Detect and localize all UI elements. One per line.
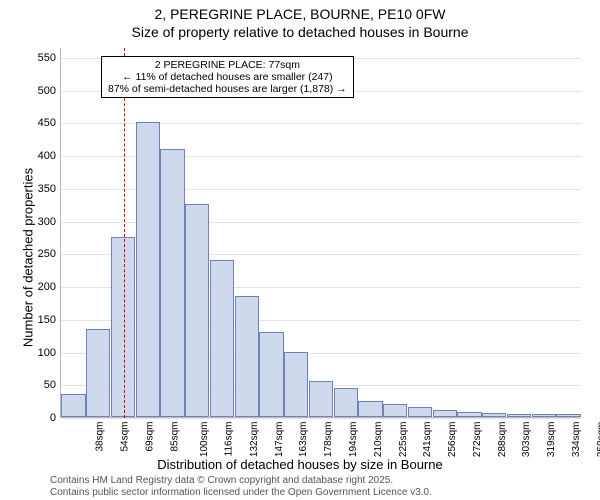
histogram-bar — [334, 388, 358, 417]
x-tick-label: 178sqm — [323, 422, 334, 458]
y-tick-label: 250 — [28, 248, 56, 260]
x-tick-label: 210sqm — [373, 422, 384, 458]
y-tick-label: 0 — [28, 412, 56, 424]
histogram-bar — [185, 204, 209, 417]
annotation-line1: 2 PEREGRINE PLACE: 77sqm — [108, 59, 347, 71]
histogram-bar — [383, 404, 407, 417]
plot-area: 05010015020025030035040045050055038sqm54… — [60, 48, 580, 418]
y-tick-label: 550 — [28, 52, 56, 64]
x-axis-label: Distribution of detached houses by size … — [0, 457, 600, 472]
x-tick-label: 163sqm — [299, 422, 310, 458]
histogram-bar — [482, 413, 506, 417]
annotation-box: 2 PEREGRINE PLACE: 77sqm← 11% of detache… — [101, 56, 354, 98]
x-tick-label: 350sqm — [596, 422, 600, 458]
histogram-bar — [457, 412, 481, 417]
x-tick-label: 194sqm — [348, 422, 359, 458]
reference-marker — [124, 48, 126, 418]
x-tick-label: 132sqm — [249, 422, 260, 458]
x-tick-label: 334sqm — [571, 422, 582, 458]
y-tick-label: 200 — [28, 281, 56, 293]
y-tick-label: 400 — [28, 150, 56, 162]
y-tick-label: 450 — [28, 117, 56, 129]
x-tick-label: 288sqm — [497, 422, 508, 458]
x-tick-label: 147sqm — [274, 422, 285, 458]
y-tick-label: 500 — [28, 85, 56, 97]
x-tick-label: 272sqm — [472, 422, 483, 458]
y-tick-label: 50 — [28, 379, 56, 391]
histogram-bar — [235, 296, 259, 417]
y-tick-label: 300 — [28, 216, 56, 228]
histogram-bar — [408, 407, 432, 417]
histogram-bar — [259, 332, 283, 417]
histogram-bar — [556, 414, 580, 417]
histogram-bar — [210, 260, 234, 417]
x-tick-label: 116sqm — [224, 422, 235, 457]
x-tick-label: 256sqm — [447, 422, 458, 458]
histogram-bar — [61, 394, 85, 417]
x-tick-label: 38sqm — [95, 422, 106, 452]
chart-title-line1: 2, PEREGRINE PLACE, BOURNE, PE10 0FW — [0, 6, 600, 22]
footer-line1: Contains HM Land Registry data © Crown c… — [50, 475, 393, 486]
chart-title-line2: Size of property relative to detached ho… — [0, 24, 600, 40]
histogram-bar — [532, 414, 556, 417]
grid-line — [61, 418, 581, 419]
y-tick-label: 150 — [28, 314, 56, 326]
histogram-bar — [284, 352, 308, 417]
x-tick-label: 85sqm — [169, 422, 180, 452]
chart-container: 2, PEREGRINE PLACE, BOURNE, PE10 0FW Siz… — [0, 0, 600, 500]
histogram-bar — [507, 414, 531, 417]
histogram-bar — [309, 381, 333, 417]
footer-line2: Contains public sector information licen… — [50, 487, 432, 498]
annotation-line2: ← 11% of detached houses are smaller (24… — [108, 71, 347, 83]
x-tick-label: 100sqm — [200, 422, 211, 458]
x-tick-label: 225sqm — [398, 422, 409, 458]
histogram-bar — [160, 149, 184, 417]
x-tick-label: 303sqm — [521, 422, 532, 458]
x-tick-label: 319sqm — [546, 422, 557, 458]
histogram-bar — [111, 237, 135, 417]
histogram-bar — [136, 122, 160, 417]
x-tick-label: 54sqm — [120, 422, 131, 452]
y-tick-label: 100 — [28, 347, 56, 359]
x-tick-label: 241sqm — [422, 422, 433, 458]
x-tick-label: 69sqm — [144, 422, 155, 452]
histogram-bar — [358, 401, 382, 417]
y-tick-label: 350 — [28, 183, 56, 195]
annotation-line3: 87% of semi-detached houses are larger (… — [108, 83, 347, 95]
histogram-bar — [433, 410, 457, 417]
histogram-bar — [86, 329, 110, 417]
